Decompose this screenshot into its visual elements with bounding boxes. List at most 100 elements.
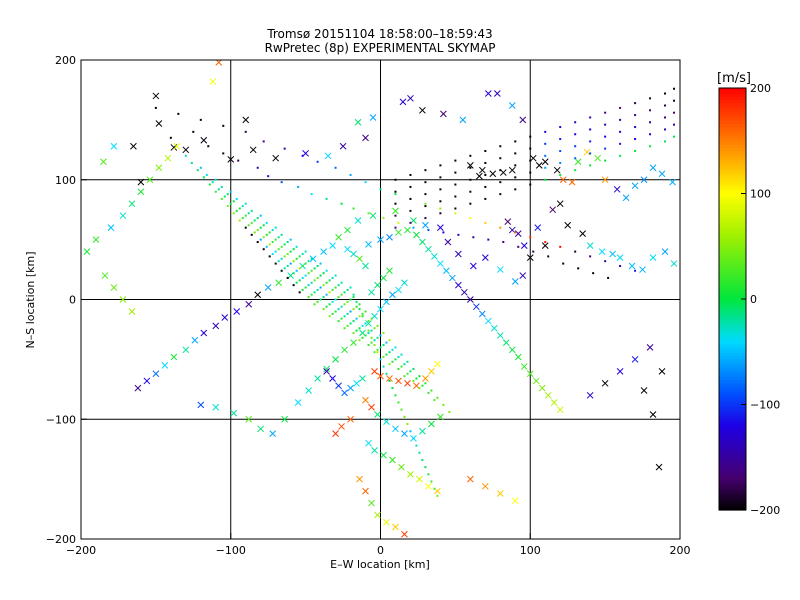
data-point-x	[496, 332, 504, 339]
data-point-dot	[574, 169, 577, 172]
data-point-dot	[223, 195, 226, 198]
data-point-x	[475, 172, 483, 180]
data-point-dot	[319, 274, 322, 277]
data-point-dot	[358, 303, 361, 306]
data-point-dot	[274, 238, 277, 241]
data-point-dot	[409, 370, 412, 373]
data-point-dot	[529, 135, 532, 138]
data-point-x	[532, 377, 540, 385]
data-point-x	[281, 415, 289, 423]
data-point-dot	[529, 147, 532, 150]
data-point-x	[556, 406, 564, 414]
data-point-dot	[361, 336, 364, 339]
data-point-dot	[544, 154, 547, 157]
data-point-x	[362, 487, 369, 495]
data-point-dot	[484, 173, 487, 176]
data-point-dot	[340, 305, 343, 308]
data-point-dot	[403, 415, 406, 418]
data-point-dot	[469, 166, 472, 169]
colorbar-segment	[719, 407, 746, 412]
data-point-x	[496, 266, 504, 273]
data-point-dot	[514, 231, 517, 234]
colorbar-segment	[719, 383, 746, 388]
data-point-dot	[574, 145, 577, 148]
data-point-dot	[427, 391, 430, 394]
data-point-x	[347, 415, 354, 423]
data-point-x	[422, 375, 429, 382]
data-point-dot	[289, 274, 292, 277]
data-point-x	[377, 236, 384, 243]
colorbar-segment	[719, 413, 746, 418]
colorbar-segment	[719, 235, 746, 240]
data-point-dot	[382, 344, 385, 347]
data-point-x	[368, 499, 375, 507]
data-point-dot	[502, 241, 505, 244]
data-point-x	[401, 279, 408, 287]
data-point-x	[559, 176, 567, 184]
data-point-dot	[355, 300, 358, 303]
colorbar-segment	[719, 121, 746, 125]
data-point-dot	[529, 236, 532, 239]
data-point-dot	[313, 303, 316, 306]
data-point-dot	[355, 329, 358, 332]
colorbar-segment	[719, 157, 746, 161]
colorbar-segment	[719, 299, 746, 303]
data-point-dot	[259, 238, 262, 241]
data-point-x	[272, 154, 280, 162]
colorbar-segment	[719, 326, 746, 330]
data-point-dot	[454, 159, 457, 162]
data-point-dot	[361, 315, 364, 318]
data-point-dot	[439, 176, 442, 179]
data-point-dot	[244, 202, 247, 205]
data-point-dot	[334, 286, 337, 289]
data-point-x	[466, 296, 474, 303]
data-point-dot	[222, 152, 225, 155]
data-point-x	[574, 158, 582, 166]
colorbar-segment	[719, 214, 746, 219]
data-point-dot	[418, 375, 421, 378]
colorbar-segment	[719, 473, 746, 478]
data-point-dot	[367, 212, 370, 215]
data-point-dot	[316, 276, 319, 279]
data-point-x	[339, 142, 347, 150]
data-point-dot	[604, 111, 607, 114]
x-tick-label: −100	[216, 544, 246, 557]
data-point-dot	[376, 324, 379, 327]
data-point-dot	[409, 197, 412, 200]
data-point-x	[368, 403, 375, 411]
data-point-dot	[277, 248, 280, 251]
colorbar-segment	[719, 148, 746, 152]
data-point-dot	[619, 154, 622, 157]
data-point-x	[332, 430, 339, 437]
colorbar-segment	[719, 211, 746, 216]
colorbar-segment	[719, 292, 746, 297]
data-point-dot	[454, 212, 457, 215]
colorbar-segment	[719, 217, 746, 222]
data-point-dot	[199, 166, 202, 169]
data-point-x	[200, 329, 208, 337]
data-point-dot	[247, 212, 250, 215]
data-point-dot	[220, 197, 223, 200]
data-point-dot	[307, 260, 310, 263]
data-point-x	[670, 260, 678, 267]
colorbar-segment	[719, 199, 746, 204]
colorbar-segment	[719, 491, 746, 496]
data-point-x	[401, 530, 408, 538]
data-point-x	[519, 272, 527, 279]
data-point-dot	[397, 401, 400, 404]
data-point-dot	[325, 269, 328, 272]
data-point-dot	[322, 308, 325, 311]
data-point-dot	[514, 152, 517, 155]
data-point-dot	[604, 260, 607, 263]
data-point-x	[371, 447, 378, 454]
data-point-x	[110, 142, 118, 150]
data-point-dot	[364, 310, 367, 313]
data-point-x	[369, 114, 377, 121]
data-point-x	[526, 370, 534, 378]
data-point-dot	[397, 221, 400, 224]
data-point-dot	[237, 159, 240, 162]
data-point-dot	[448, 411, 451, 414]
data-point-x	[83, 248, 91, 255]
colorbar-segment	[719, 335, 746, 339]
data-point-x	[197, 401, 205, 409]
